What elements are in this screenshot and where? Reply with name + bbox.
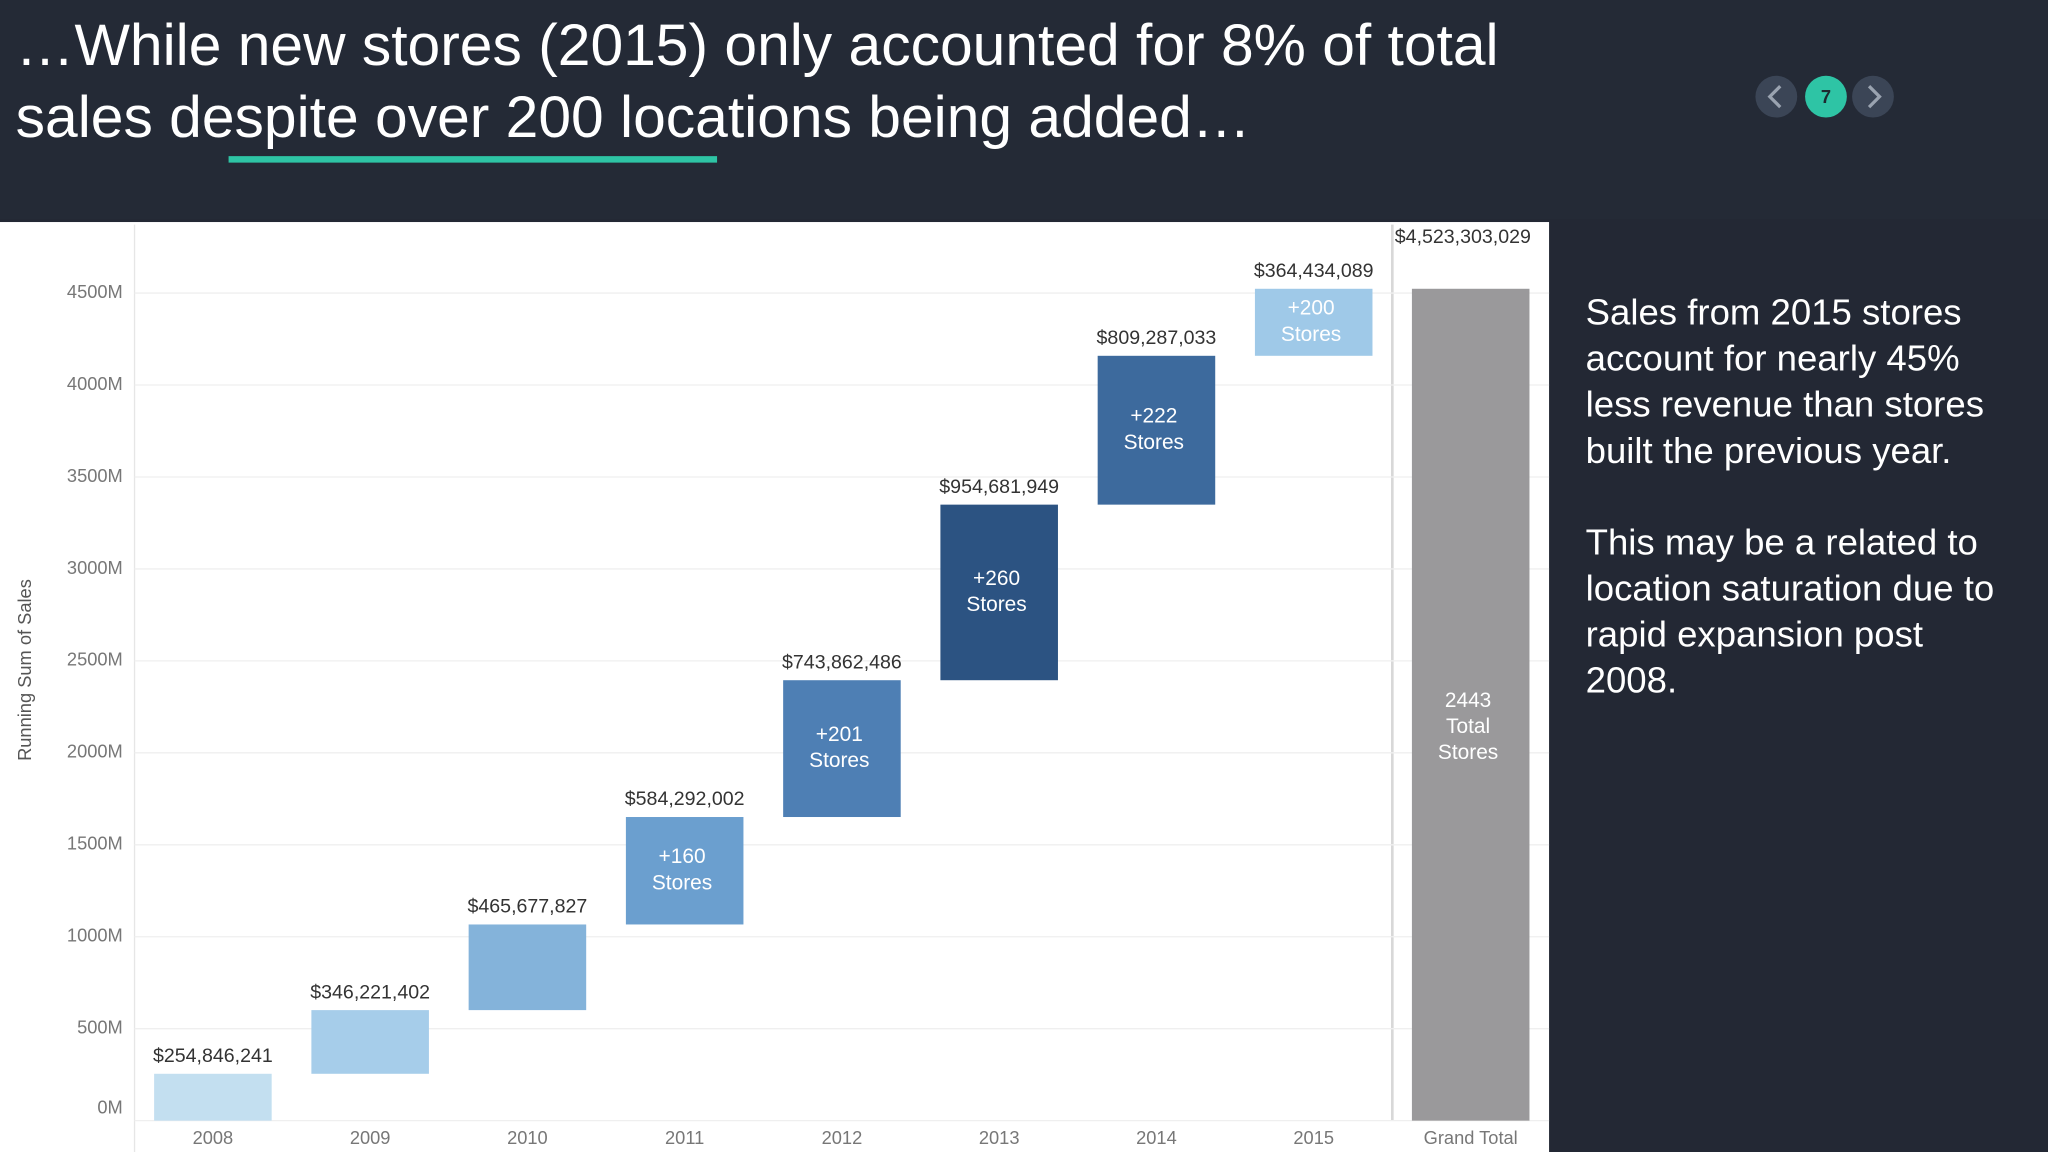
next-button[interactable] <box>1852 75 1894 118</box>
x-tick-label: 2014 <box>1136 1127 1177 1148</box>
store-label: Stores <box>652 871 712 894</box>
store-label: +160 <box>659 845 706 868</box>
y-tick-label: 2500M <box>67 649 123 670</box>
store-label: 2443 <box>1445 689 1491 712</box>
x-tick-label: Grand Total <box>1424 1127 1518 1148</box>
value-label: $809,287,033 <box>1097 327 1217 349</box>
y-tick-label: 500M <box>77 1017 123 1038</box>
store-label: +200 <box>1288 297 1335 320</box>
side-text: Sales from 2015 stores <box>1586 291 1962 332</box>
y-tick-label: 3500M <box>67 465 123 486</box>
store-label: Stores <box>1438 741 1498 764</box>
pager: 7 <box>1755 75 1894 118</box>
chart-area <box>0 222 1550 1152</box>
y-tick-label: 4000M <box>67 373 123 394</box>
page-indicator <box>1805 75 1847 118</box>
store-label: Stores <box>809 749 869 772</box>
header <box>0 0 2048 220</box>
value-label: $584,292,002 <box>625 788 745 810</box>
x-tick-label: 2011 <box>665 1127 704 1148</box>
page-number: 7 <box>1821 86 1831 107</box>
prev-button[interactable] <box>1755 75 1798 118</box>
side-text: location saturation due to <box>1586 567 1995 608</box>
y-tick-label: 2000M <box>67 741 123 762</box>
bar <box>940 504 1058 681</box>
total-bar <box>1411 288 1530 1121</box>
bar <box>1097 355 1216 505</box>
value-label: $4,523,303,029 <box>1395 226 1531 248</box>
side-text: account for nearly 45% <box>1586 338 1960 379</box>
y-tick-label: 4500M <box>67 281 123 302</box>
x-tick-label: 2009 <box>350 1127 391 1148</box>
side-text: This may be a related to <box>1586 521 1978 562</box>
bar <box>468 924 587 1011</box>
store-label: Total <box>1446 715 1490 738</box>
side-text: built the previous year. <box>1586 430 1952 471</box>
value-label: $254,846,241 <box>153 1045 273 1067</box>
bar <box>311 1010 429 1074</box>
store-label: +222 <box>1130 405 1177 428</box>
x-tick-label: 2008 <box>193 1127 234 1148</box>
x-tick-label: 2012 <box>822 1127 863 1148</box>
bar <box>625 817 744 925</box>
y-tick-label: 1500M <box>67 833 123 854</box>
bar <box>154 1073 272 1121</box>
side-text: less revenue than stores <box>1586 384 1984 425</box>
x-tick-label: 2013 <box>979 1127 1020 1148</box>
y-tick-label: 1000M <box>67 925 123 946</box>
store-label: Stores <box>966 593 1026 616</box>
y-tick-label: 3000M <box>67 557 123 578</box>
side-text: rapid expansion post <box>1586 614 1923 655</box>
y-tick-label: 0M <box>97 1097 122 1118</box>
value-label: $346,221,402 <box>310 981 430 1003</box>
x-tick-label: 2010 <box>507 1127 548 1148</box>
value-label: $364,434,089 <box>1254 260 1374 282</box>
bar <box>783 680 901 818</box>
side-text: 2008. <box>1586 660 1678 701</box>
title-line: …While new stores (2015) only accounted … <box>16 13 1499 78</box>
value-label: $465,677,827 <box>468 896 588 918</box>
store-label: Stores <box>1281 323 1341 346</box>
x-tick-label: 2015 <box>1293 1127 1334 1148</box>
store-label: +201 <box>816 723 863 746</box>
store-label: +260 <box>973 567 1020 590</box>
title-line: sales despite over 200 locations being a… <box>16 85 1251 150</box>
store-label: Stores <box>1124 431 1184 454</box>
value-label: $743,862,486 <box>782 651 902 673</box>
bar <box>1254 288 1373 356</box>
value-label: $954,681,949 <box>939 476 1059 498</box>
y-axis-label: Running Sum of Sales <box>14 579 35 761</box>
